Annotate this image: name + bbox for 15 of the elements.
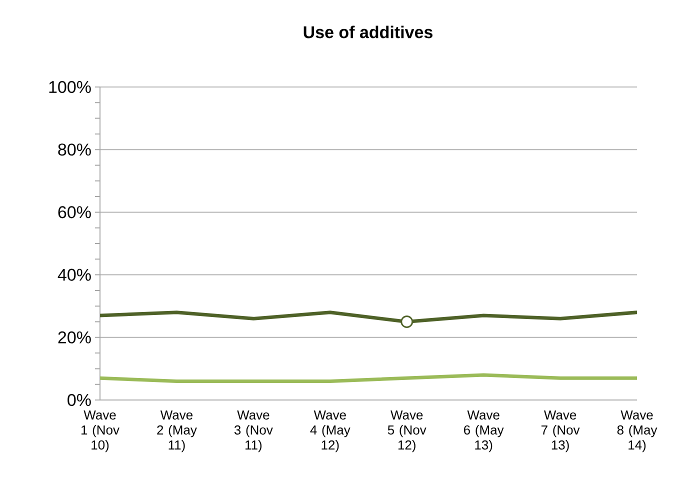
x-tick-label: Wave 1 (Nov 10) [81,410,120,452]
x-tick-label: Wave 7 (Nov 13) [541,410,580,452]
y-tick-label: 0% [68,394,91,406]
x-tick-label: Wave 6 (May 13) [464,410,504,452]
x-tick-label: Wave 2 (May 11) [157,410,197,452]
x-tick-label: Wave 5 (Nov 12) [388,410,426,452]
y-tick-label: 20% [58,331,91,344]
y-tick-label: 60% [58,206,91,218]
chart-title: Use of additives [304,26,432,38]
y-tick-label: 40% [58,268,91,281]
y-tick-label: 100% [49,80,91,94]
y-tick-label: 80% [58,144,91,156]
x-tick-label: Wave 3 (Nov 11) [234,410,273,452]
x-tick-label: Wave 8 (May 14) [617,410,658,452]
x-tick-label: Wave 4 (May 12) [310,410,350,452]
